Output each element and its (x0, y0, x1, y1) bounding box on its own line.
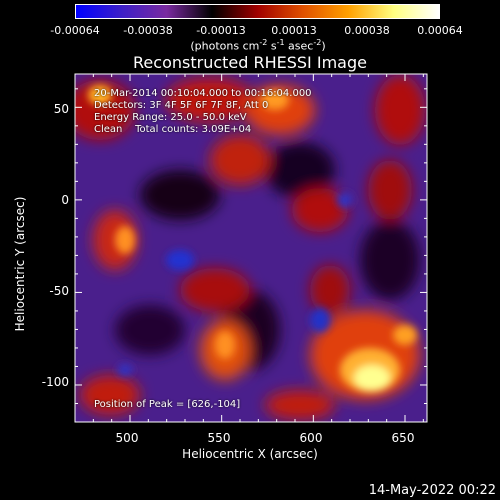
colorbar-tick-label: -0.00013 (196, 24, 246, 37)
x-tick-label: 600 (299, 431, 323, 445)
colorbar-tick-label: 0.00013 (271, 24, 317, 37)
time-range: 20-Mar-2014 00:10:04.000 to 00:16:04.000 (94, 88, 312, 99)
clean-counts: Clean Total counts: 3.09E+04 (94, 124, 252, 135)
y-axis-label: Heliocentric Y (arcsec) (13, 196, 27, 332)
detectors: Detectors: 3F 4F 5F 6F 7F 8F, Att 0 (94, 100, 269, 111)
colorbar-tick-label: -0.00064 (50, 24, 100, 37)
plot-frame (74, 73, 428, 423)
colorbar (75, 4, 440, 19)
colorbar-tick-label: 0.00038 (344, 24, 390, 37)
colorbar-units: (photons cm-2 s-1 asec-2) (190, 38, 326, 53)
y-tick-label: -50 (49, 284, 69, 298)
solar-image (75, 74, 427, 422)
y-tick-label: 0 (61, 193, 69, 207)
colorbar-tick-label: -0.00038 (123, 24, 173, 37)
energy-range: Energy Range: 25.0 - 50.0 keV (94, 112, 247, 123)
axis-ticks (75, 74, 427, 423)
peak-position: Position of Peak = [626,-104] (94, 399, 241, 410)
y-tick-label: 50 (53, 102, 69, 116)
image-title: Reconstructed RHESSI Image (133, 53, 367, 72)
y-tick-label: -100 (41, 375, 69, 389)
x-axis-label: Heliocentric X (arcsec) (182, 447, 318, 461)
timestamp: 14-May-2022 00:22 (368, 483, 496, 498)
x-tick-label: 500 (115, 431, 139, 445)
x-tick-label: 650 (391, 431, 415, 445)
colorbar-tick-label: 0.00064 (417, 24, 463, 37)
x-tick-label: 550 (207, 431, 231, 445)
